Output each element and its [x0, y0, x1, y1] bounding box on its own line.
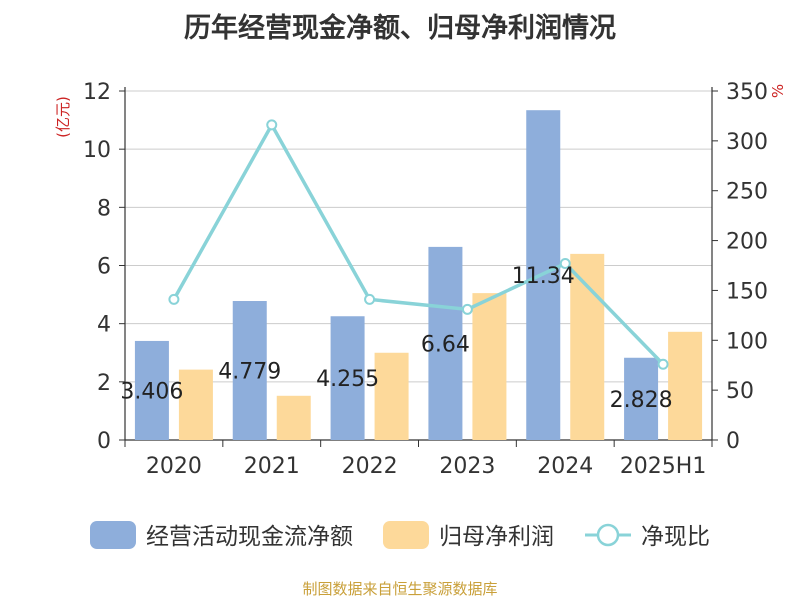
x-tick-label: 2020: [146, 454, 202, 479]
bar[interactable]: [472, 293, 507, 440]
left-tick-label: 6: [97, 255, 111, 280]
x-tick-label: 2023: [439, 454, 495, 479]
ratio-line-path: [172, 121, 665, 366]
data-label: 6.64: [421, 332, 470, 357]
legend-swatch: [383, 521, 429, 549]
legend-item[interactable]: 归母净利润: [383, 521, 554, 550]
legend-item[interactable]: 经营活动现金流净额: [90, 521, 353, 550]
bar[interactable]: [428, 246, 463, 440]
x-tick-label: 2022: [342, 454, 398, 479]
legend[interactable]: 经营活动现金流净额 归母净利润 净现比: [90, 521, 710, 550]
right-tick-label: 150: [726, 279, 768, 304]
data-label: 11.34: [512, 264, 575, 289]
right-tick-label: 0: [726, 429, 740, 454]
bar[interactable]: [134, 340, 169, 440]
data-label: 2.828: [610, 388, 673, 413]
right-axis-title: %: [769, 84, 787, 98]
legend-label: 经营活动现金流净额: [146, 524, 353, 550]
line-point[interactable]: [657, 358, 669, 370]
left-tick-label: 0: [97, 429, 111, 454]
right-tick-label: 50: [726, 379, 754, 404]
bar[interactable]: [624, 357, 659, 440]
bar[interactable]: [570, 253, 605, 440]
data-labels: 3.406 4.779 4.255 6.64 11.34 2.828: [120, 264, 672, 413]
left-tick-label: 4: [97, 313, 111, 338]
bars: [134, 110, 703, 440]
right-tick-label: 350: [726, 80, 768, 105]
line-point[interactable]: [364, 293, 376, 305]
bar[interactable]: [276, 395, 311, 440]
right-tick-label: 100: [726, 329, 768, 354]
x-tick-label: 2025H1: [620, 454, 707, 479]
data-label: 3.406: [120, 379, 183, 404]
legend-marker: [596, 523, 620, 547]
left-axis-title: (亿元): [54, 96, 72, 138]
left-tick-label: 10: [83, 138, 111, 163]
line-point[interactable]: [461, 303, 473, 315]
left-tick-label: 8: [97, 196, 111, 221]
line-point[interactable]: [168, 293, 180, 305]
right-tick-label: 200: [726, 230, 768, 255]
line-point[interactable]: [559, 258, 571, 270]
left-tick-label: 2: [97, 371, 111, 396]
legend-item[interactable]: 净现比: [585, 523, 710, 550]
data-label: 4.255: [316, 367, 379, 392]
source-note: 制图数据来自恒生聚源数据库: [302, 580, 498, 598]
bar[interactable]: [232, 301, 267, 440]
data-label: 4.779: [218, 360, 281, 385]
x-tick-label: 2024: [537, 454, 593, 479]
legend-label: 净现比: [641, 524, 710, 550]
left-tick-label: 12: [83, 80, 111, 105]
chart-title: 历年经营现金净额、归母净利润情况: [184, 13, 616, 44]
bar[interactable]: [178, 369, 213, 440]
x-tick-label: 2021: [244, 454, 300, 479]
right-tick-label: 300: [726, 130, 768, 155]
bar[interactable]: [668, 331, 703, 440]
axes: 0 2 4 6 8 10 12 0 50 100 150 200 250 300 350 (亿元)% 2020 2…: [54, 80, 787, 479]
right-tick-label: 250: [726, 180, 768, 205]
bar[interactable]: [330, 316, 365, 440]
legend-label: 归母净利润: [439, 524, 554, 550]
line-point[interactable]: [266, 119, 278, 131]
ratio-line: [168, 119, 669, 370]
bar[interactable]: [374, 352, 409, 440]
legend-swatch: [90, 521, 136, 549]
